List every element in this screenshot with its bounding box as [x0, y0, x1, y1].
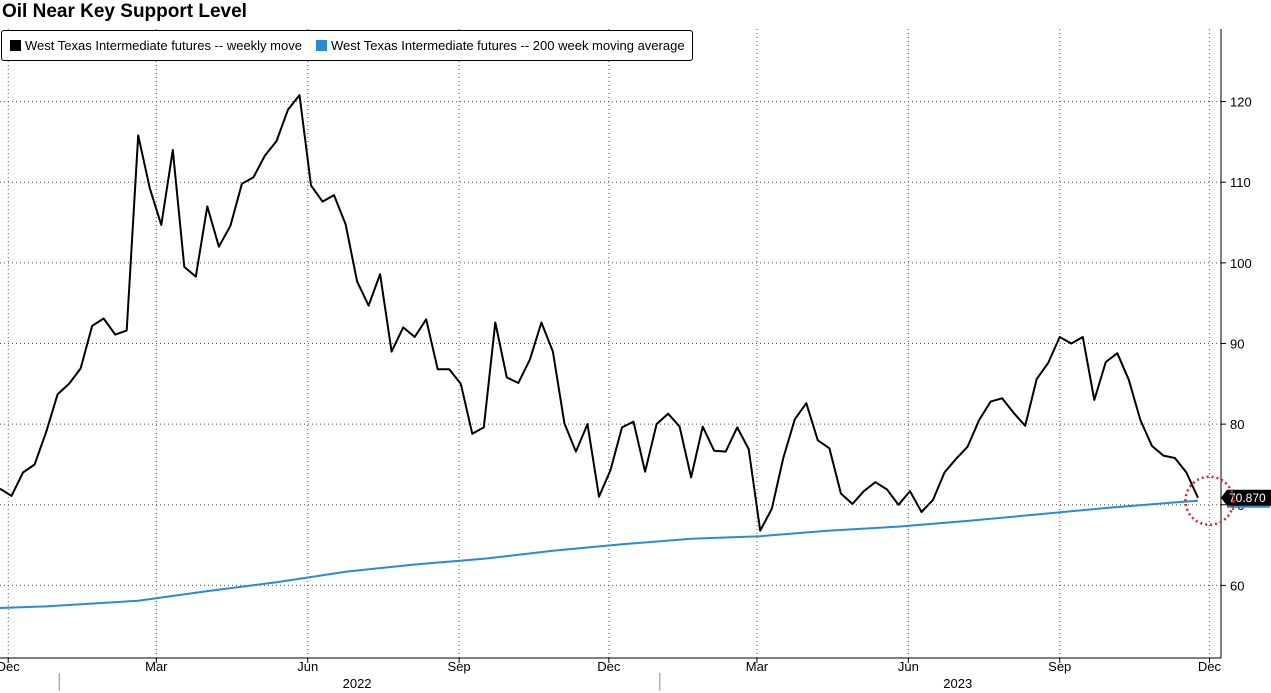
legend-swatch-weekly-move	[10, 40, 21, 51]
y-tick-label: 100	[1230, 256, 1252, 271]
axes: 60708090100110120DecMarJunSepDecMarJunSe…	[0, 29, 1252, 691]
legend: West Texas Intermediate futures -- weekl…	[1, 30, 693, 61]
legend-item-moving-average: West Texas Intermediate futures -- 200 w…	[315, 38, 685, 53]
x-tick-label: Mar	[746, 659, 769, 674]
gridlines	[0, 29, 1221, 658]
legend-label-moving-average: West Texas Intermediate futures -- 200 w…	[330, 38, 685, 53]
x-tick-label: Dec	[1198, 659, 1222, 674]
x-tick-label: Jun	[297, 659, 318, 674]
chart-title: Oil Near Key Support Level	[2, 1, 247, 22]
x-year-label: 2022	[343, 676, 372, 691]
y-tick-label: 90	[1230, 337, 1244, 352]
x-tick-label: Mar	[145, 659, 168, 674]
x-tick-label: Dec	[0, 659, 20, 674]
series-line-weekly-move	[0, 94, 1199, 532]
series-layer	[0, 94, 1199, 609]
legend-swatch-moving-average	[315, 40, 327, 51]
series-line-moving-average	[0, 499, 1199, 609]
overlay: 70.870	[1184, 475, 1271, 526]
y-tick-label: 110	[1230, 175, 1251, 190]
x-year-label: 2023	[943, 676, 972, 691]
x-tick-label: Sep	[448, 659, 471, 674]
x-tick-label: Sep	[1048, 659, 1071, 674]
y-tick-label: 120	[1230, 95, 1252, 110]
legend-item-weekly-move: West Texas Intermediate futures -- weekl…	[10, 38, 302, 53]
x-tick-label: Jun	[898, 659, 919, 674]
x-tick-label: Dec	[597, 659, 621, 674]
legend-label-weekly-move: West Texas Intermediate futures -- weekl…	[25, 38, 302, 53]
highlight-circle	[1184, 475, 1235, 526]
y-tick-label: 60	[1230, 578, 1244, 593]
y-tick-label: 80	[1230, 417, 1244, 432]
last-value-label: 70.870	[1229, 491, 1266, 505]
